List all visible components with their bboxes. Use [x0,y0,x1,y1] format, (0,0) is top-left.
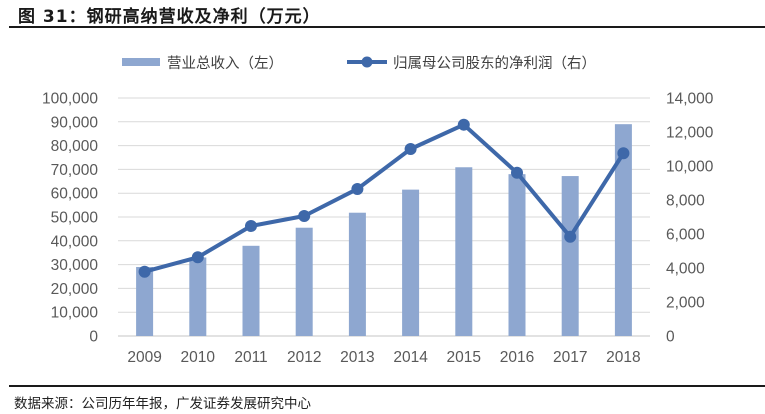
x-axis-tick-label: 2010 [181,349,216,366]
left-axis-tick-label: 30,000 [51,257,99,274]
x-axis-tick-label: 2014 [393,349,428,366]
net-profit-polyline [144,122,626,274]
x-axis-tick-label: 2012 [287,349,321,366]
right-axis-tick-label: 12,000 [666,125,714,142]
x-axis-tick-label: 2017 [553,349,587,366]
x-axis-tick-label: 2013 [340,349,374,366]
net-profit-marker [617,147,630,160]
left-axis-tick-label: 20,000 [51,281,99,298]
source-divider [9,385,765,387]
left-axis-tick-label: 60,000 [51,186,99,203]
revenue-bar [455,167,473,336]
net-profit-marker [191,251,204,264]
figure-title: 图 31：钢研高纳营收及净利（万元） [18,7,321,27]
x-axis-tick-label: 2016 [500,349,534,366]
left-axis-tick-label: 80,000 [51,138,99,155]
left-axis-tick-label: 0 [89,329,98,346]
net-profit-marker [245,220,257,233]
title-divider [9,26,765,28]
right-axis-tick-label: 14,000 [666,91,714,108]
revenue-bar [402,189,420,336]
right-axis-tick-label: 8,000 [666,193,705,210]
left-axis-tick-label: 70,000 [51,162,99,179]
legend: 营业总收入（左） 归属母公司股东的净利润（右） [122,55,596,72]
gridlines [118,97,650,337]
legend-line-label: 归属母公司股东的净利润（右） [393,55,596,72]
net-profit-marker [404,143,417,155]
revenue-bar [508,174,526,336]
net-profit-marker [138,265,151,278]
x-axis-tick-label: 2018 [606,349,640,366]
revenue-bar [295,227,313,336]
data-source-note: 数据来源：公司历年年报，广发证券发展研究中心 [14,396,311,412]
left-axis-tick-label: 100,000 [42,91,98,108]
right-axis-tick-label: 2,000 [666,295,705,312]
combo-chart: 营业总收入（左） 归属母公司股东的净利润（右） 0 10,000 20,000 30,… [42,55,714,366]
right-axis-tick-label: 4,000 [666,261,705,278]
net-profit-marker [564,230,577,243]
left-axis-tick-label: 50,000 [51,210,99,227]
net-profit-marker [298,209,311,222]
revenue-bar [242,245,260,336]
net-profit-marker [511,166,523,179]
revenue-bars [136,124,632,337]
net-profit-marker [351,182,364,195]
revenue-bar [614,124,632,337]
legend-line-marker-icon [361,56,373,68]
right-axis-tick-label: 6,000 [666,227,705,244]
legend-bar-swatch [122,58,160,66]
left-axis-tick-label: 90,000 [51,114,99,131]
x-axis-tick-label: 2009 [127,349,161,366]
right-y-axis: 0 2,000 4,000 6,000 8,000 10,000 12,000 14,000 [666,91,714,346]
left-axis-tick-label: 40,000 [51,233,99,250]
x-axis: 2009 2010 2011 2012 2013 2014 2015 2016 2017 2018 [127,349,640,366]
left-axis-tick-label: 10,000 [51,305,99,322]
right-axis-tick-label: 10,000 [666,159,714,176]
x-axis-tick-label: 2011 [234,349,267,366]
revenue-bar [136,266,154,336]
revenue-bar [189,257,207,336]
revenue-bar [561,176,579,336]
legend-bar-label: 营业总收入（左） [167,55,283,72]
x-axis-tick-label: 2015 [447,349,481,366]
net-profit-marker [457,118,470,131]
left-y-axis: 0 10,000 20,000 30,000 40,000 50,000 60,000 70,… [42,91,98,346]
right-axis-tick-label: 0 [666,329,675,346]
net-profit-line [138,118,630,278]
revenue-bar [348,212,366,336]
